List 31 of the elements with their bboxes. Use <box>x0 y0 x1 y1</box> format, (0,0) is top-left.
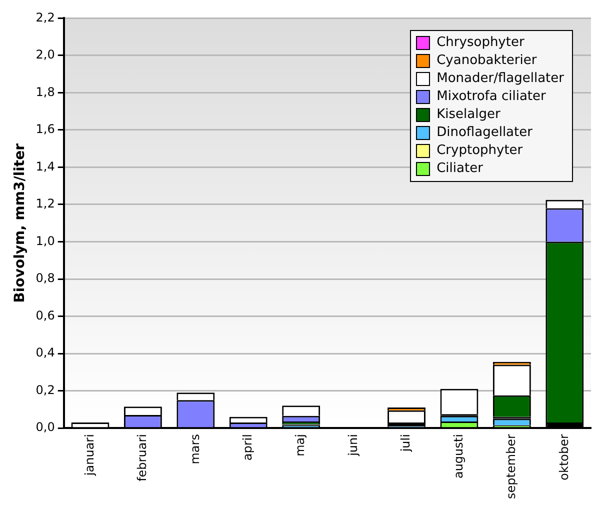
x-tick-label: februari <box>135 434 150 482</box>
y-tick-label: 0,8 <box>36 271 55 286</box>
y-tick-label: 1,6 <box>36 122 55 136</box>
legend-label: Ciliater <box>436 160 483 178</box>
x-tick-label: april <box>240 434 254 461</box>
y-tick-label: 0,2 <box>36 382 55 397</box>
y-tick-label: 0,4 <box>36 346 55 360</box>
legend-label: Cyanobakterier <box>436 52 537 70</box>
y-tick-label: 0,0 <box>36 420 55 434</box>
x-tick-label: maj <box>293 434 308 456</box>
y-tick-label: 1,8 <box>36 84 55 99</box>
y-tick-label: 1,2 <box>36 196 55 211</box>
x-tick-label: juni <box>346 434 360 457</box>
legend-label: Cryptophyter <box>436 142 523 160</box>
legend-label: Dinoflagellater <box>436 124 532 142</box>
y-tick-label: 0,6 <box>36 308 55 322</box>
y-tick-label: 2,0 <box>36 48 55 62</box>
x-tick-label: januari <box>82 434 96 477</box>
x-tick-label: september <box>504 434 518 500</box>
legend-label: Chrysophyter <box>436 34 524 52</box>
legend-label: Monader/flagellater <box>436 70 564 88</box>
y-tick-label: 1,0 <box>36 234 55 248</box>
x-tick-label: mars <box>188 434 202 464</box>
y-tick-label: 2,2 <box>36 10 55 24</box>
y-tick-label: 1,4 <box>36 159 55 174</box>
x-tick-label: augusti <box>451 434 466 479</box>
x-tick-label: oktober <box>556 434 571 480</box>
legend-label: Mixotrofa ciliater <box>436 88 546 106</box>
x-tick-label: juli <box>398 434 413 453</box>
legend-label: Kiselalger <box>436 106 500 124</box>
y-axis-title: Biovolym, mm3/liter <box>12 143 28 303</box>
